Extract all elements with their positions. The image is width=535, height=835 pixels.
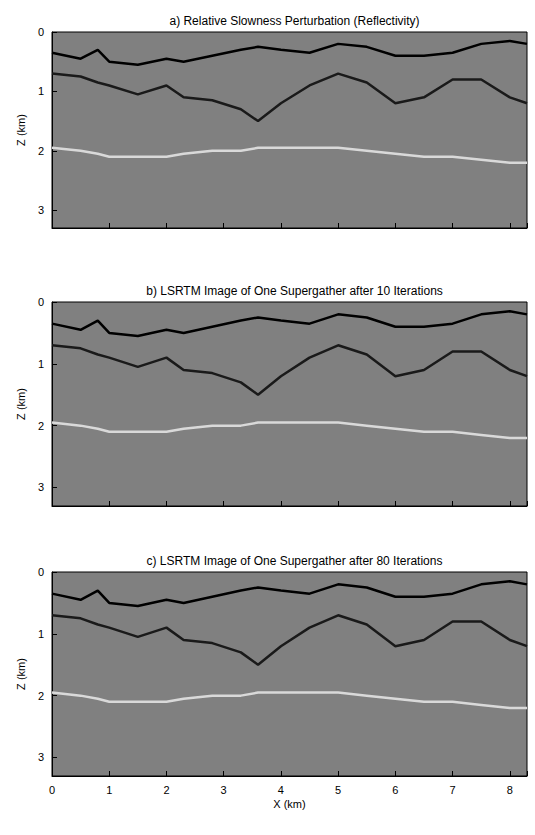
- svg-text:5: 5: [335, 784, 341, 796]
- svg-text:Z (km): Z (km): [15, 658, 27, 690]
- svg-text:1: 1: [38, 358, 44, 370]
- svg-text:1: 1: [106, 784, 112, 796]
- svg-text:8: 8: [507, 784, 513, 796]
- svg-text:b) LSRTM Image of One Supergat: b) LSRTM Image of One Supergather after …: [146, 284, 443, 298]
- svg-text:2: 2: [38, 145, 44, 157]
- svg-text:2: 2: [38, 420, 44, 432]
- svg-text:3: 3: [38, 751, 44, 763]
- svg-text:X (km): X (km): [273, 798, 305, 810]
- svg-text:0: 0: [49, 784, 55, 796]
- svg-text:3: 3: [38, 481, 44, 493]
- svg-text:c) LSRTM Image of One Supergat: c) LSRTM Image of One Supergather after …: [147, 554, 443, 568]
- svg-text:1: 1: [38, 628, 44, 640]
- svg-text:Z (km): Z (km): [15, 388, 27, 420]
- svg-text:0: 0: [38, 566, 44, 578]
- svg-text:0: 0: [38, 26, 44, 38]
- svg-text:a) Relative Slowness Perturbat: a) Relative Slowness Perturbation (Refle…: [169, 14, 419, 28]
- svg-text:3: 3: [221, 784, 227, 796]
- svg-text:1: 1: [38, 85, 44, 97]
- svg-text:0: 0: [38, 296, 44, 308]
- svg-text:6: 6: [392, 784, 398, 796]
- svg-text:Z (km): Z (km): [15, 114, 27, 146]
- svg-text:7: 7: [450, 784, 456, 796]
- svg-text:2: 2: [38, 690, 44, 702]
- svg-text:4: 4: [278, 784, 284, 796]
- svg-text:3: 3: [38, 204, 44, 216]
- svg-text:2: 2: [163, 784, 169, 796]
